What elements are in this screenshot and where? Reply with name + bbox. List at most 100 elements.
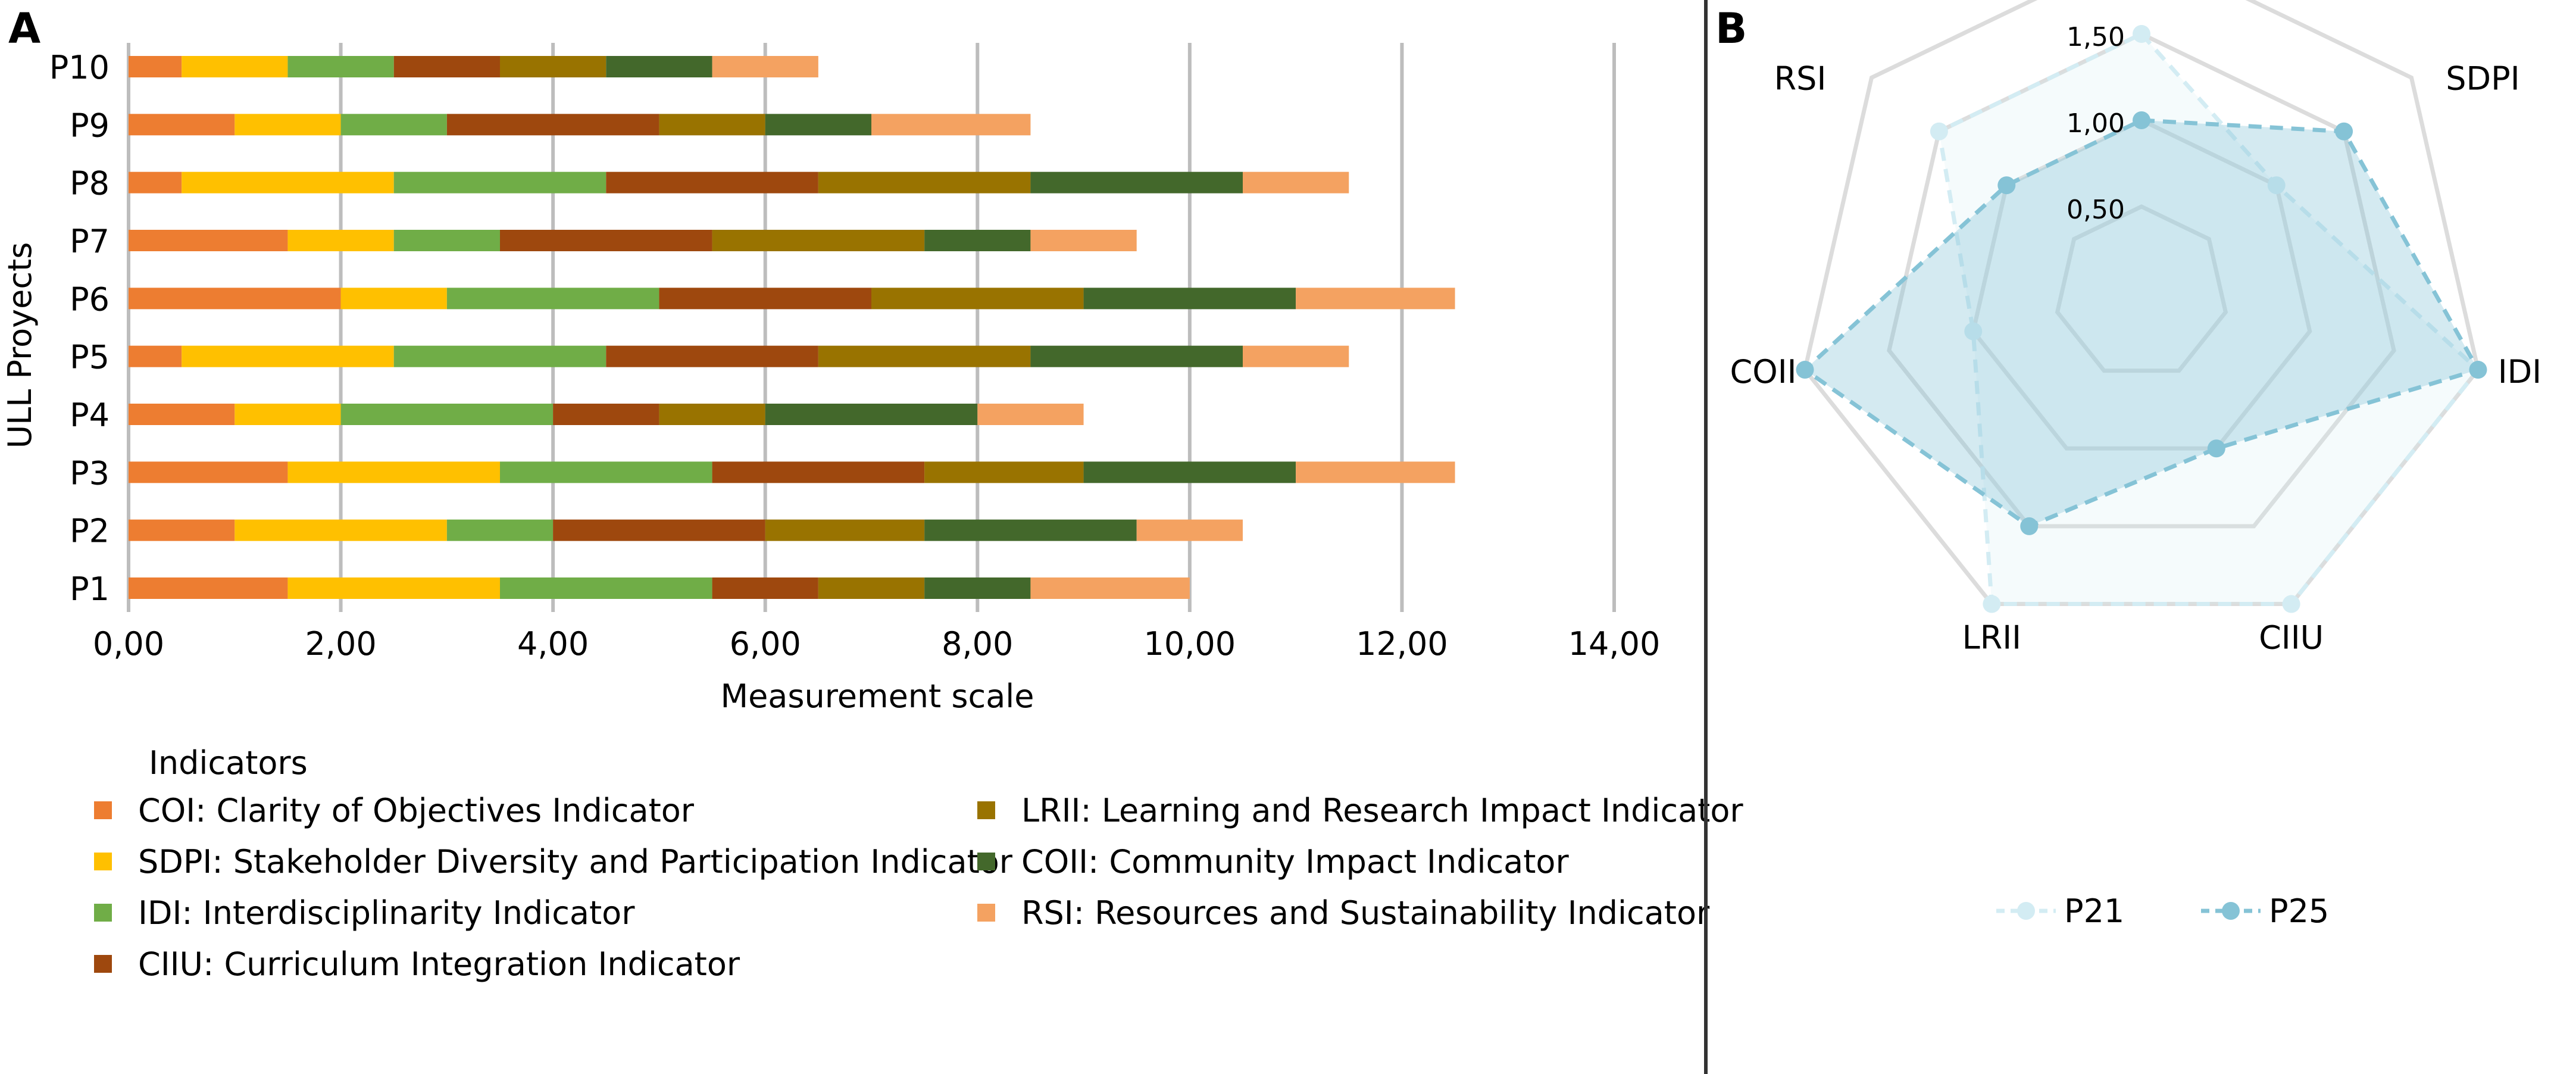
bar-segment — [340, 288, 447, 310]
bar-segment — [1083, 461, 1296, 483]
radar-point — [2133, 111, 2150, 129]
bar-segment — [871, 114, 1031, 136]
bar-segment — [287, 56, 394, 77]
bar-segment — [765, 519, 925, 541]
radar-point — [1997, 176, 2016, 195]
bar-segment — [182, 56, 288, 77]
bar-segment — [235, 519, 447, 541]
bar-segment — [129, 461, 288, 483]
bar-segment — [129, 171, 182, 193]
radar-axis-label: IDI — [2498, 353, 2541, 391]
bar-segment — [287, 230, 394, 251]
legend-swatch — [977, 853, 995, 870]
bar-segment — [606, 345, 818, 367]
bar-segment — [500, 230, 712, 251]
bar-segment — [1296, 288, 1455, 310]
radar-ring — [1971, 118, 2312, 451]
legend-swatch — [977, 801, 995, 819]
bar-segment — [553, 519, 765, 541]
y-tick-label: P7 — [70, 223, 110, 260]
legend-item: SDPI: Stakeholder Diversity and Particip… — [138, 843, 1013, 881]
bar-segment — [182, 171, 394, 193]
bar-segment — [129, 114, 235, 136]
bar-segment — [712, 56, 818, 77]
y-tick-label: P4 — [70, 396, 110, 434]
bar-segment — [977, 404, 1084, 425]
y-tick-label: P3 — [70, 454, 110, 492]
legend-item: P21 — [2064, 892, 2124, 930]
bar-segment — [712, 230, 925, 251]
x-axis-label: Measurement scale — [720, 678, 1034, 715]
radar-axis-label: LRII — [1962, 619, 2021, 657]
bars — [129, 56, 1455, 599]
radar-axis-label: SDPI — [2446, 60, 2519, 97]
radar-point — [2282, 595, 2300, 613]
bar-segment — [818, 345, 1031, 367]
bar-segment — [712, 577, 818, 599]
stacked-bar-chart: A P10 P9 P8 P7 P6 P5 P4 P3 P2 P1 0,00 2,00 4,00 6,00… — [1, 4, 1743, 983]
bar-segment — [129, 230, 288, 251]
legend-item: COI: Clarity of Objectives Indicator — [138, 792, 695, 829]
bar-segment — [393, 230, 500, 251]
x-tick-label: 8,00 — [942, 625, 1013, 663]
radar-point — [2267, 176, 2286, 195]
radar-series — [1796, 25, 2487, 613]
radar-point — [2469, 361, 2487, 379]
bar-segment — [924, 577, 1031, 599]
bar-segment — [129, 56, 182, 77]
bar-segment — [129, 519, 235, 541]
x-tick-label: 12,00 — [1356, 625, 1448, 663]
bar-segment — [924, 519, 1137, 541]
x-tick-label: 6,00 — [730, 625, 801, 663]
panel-label-a: A — [8, 4, 40, 53]
legend-item: LRII: Learning and Research Impact Indic… — [1021, 792, 1743, 829]
bar-segment — [129, 288, 341, 310]
x-gridlines — [127, 43, 1616, 612]
bar-segment — [1296, 461, 1455, 483]
x-tick-label: 0,00 — [93, 625, 164, 663]
legend-item: COII: Community Impact Indicator — [1021, 843, 1569, 881]
bar-segment — [1030, 577, 1190, 599]
bar-segment — [287, 461, 500, 483]
radar-axis-labels: COISDPIIDICIIULRIICOIIRSI — [1730, 60, 2542, 657]
y-axis-label: ULL Proyects — [1, 242, 39, 449]
bar-segment — [340, 114, 447, 136]
bar-segment — [393, 345, 607, 367]
bar-segment — [871, 288, 1084, 310]
legend-title: Indicators — [149, 744, 308, 782]
bar-segment — [1243, 171, 1349, 193]
bar-segment — [924, 230, 1031, 251]
radar-point — [1796, 361, 1814, 379]
bar-segment — [1030, 345, 1243, 367]
bar-segment — [235, 114, 341, 136]
radar-point — [1930, 122, 1948, 141]
y-tick-label: P9 — [70, 107, 110, 144]
y-tick-label: P6 — [70, 280, 110, 318]
bar-segment — [1136, 519, 1243, 541]
bar-segment — [712, 461, 925, 483]
x-tick-label: 14,00 — [1568, 625, 1661, 663]
radar-chart: B COISDPIIDICIIULRIICOIIRSI 0,501,001,50… — [1715, 0, 2541, 930]
y-tick-label: P1 — [70, 570, 110, 608]
bar-segment — [553, 404, 659, 425]
bar-segment — [765, 404, 978, 425]
bar-segment — [500, 577, 712, 599]
radar-axis-label: RSI — [1774, 60, 1827, 97]
radar-point — [1983, 595, 2001, 613]
legend-item: P25 — [2269, 892, 2329, 930]
bar-segment — [129, 345, 182, 367]
x-tick-label: 4,00 — [517, 625, 589, 663]
bar-segment — [446, 114, 659, 136]
bar-segment — [393, 56, 500, 77]
radar-point — [1964, 322, 1983, 341]
radar-ring-label: 1,50 — [2067, 22, 2125, 52]
bar-segment — [446, 519, 554, 541]
radar-ring — [1887, 32, 2396, 529]
bar-segment — [606, 171, 818, 193]
bar-segment — [659, 404, 765, 425]
legend-marker — [2017, 902, 2035, 920]
radar-axis-label: CIIU — [2259, 619, 2324, 657]
legend-swatch — [94, 801, 112, 819]
bar-segment — [1243, 345, 1349, 367]
